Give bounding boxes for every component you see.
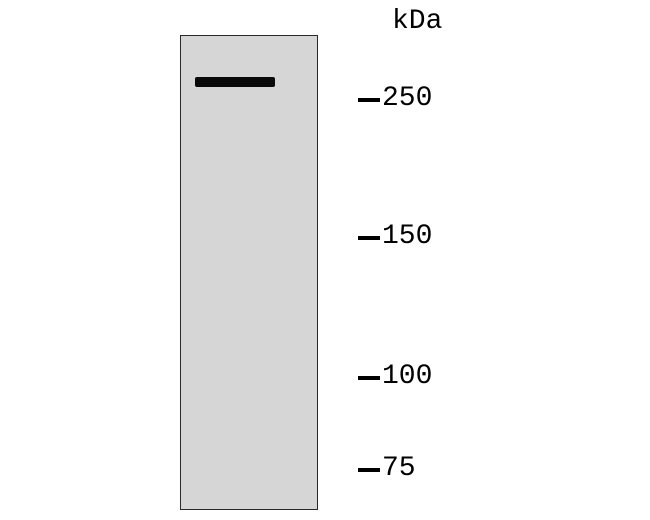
marker-label: 75 xyxy=(382,453,416,484)
protein-band xyxy=(195,77,275,87)
marker-tick xyxy=(358,468,380,472)
marker-tick xyxy=(358,376,380,380)
marker-label: 100 xyxy=(382,361,432,392)
marker-label: 250 xyxy=(382,83,432,114)
marker-label: 150 xyxy=(382,221,432,252)
unit-label: kDa xyxy=(392,6,442,37)
marker-tick xyxy=(358,98,380,102)
blot-lane xyxy=(180,35,318,510)
blot-figure: kDa 250 150 100 75 xyxy=(0,0,650,520)
marker-tick xyxy=(358,236,380,240)
